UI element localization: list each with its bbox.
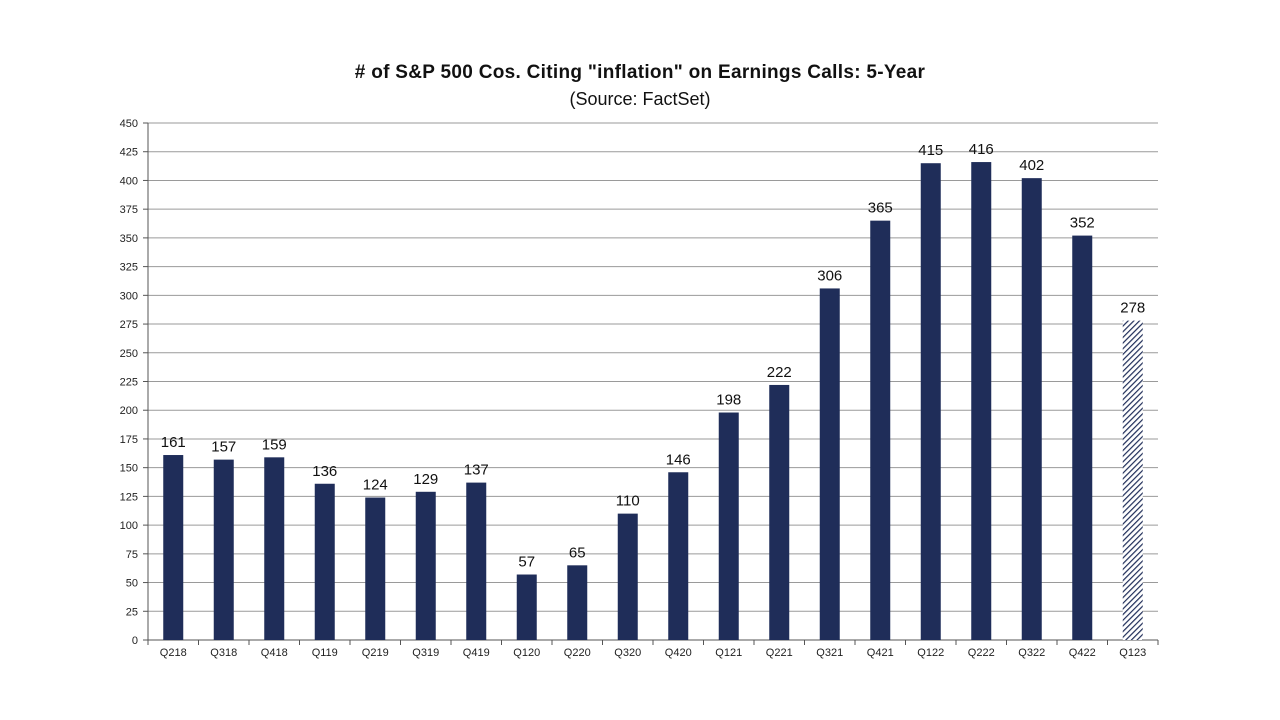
x-tick-label: Q219 (362, 647, 389, 659)
bar-Q421 (870, 220, 891, 640)
bar-Q222 (971, 162, 992, 640)
x-tick-label: Q319 (412, 647, 439, 659)
axes: 0 25 50 75 100 125 150 175 200 225 250 275 300 325 350… (120, 118, 1159, 659)
x-tick-label: Q320 (614, 647, 641, 659)
data-label: 146 (666, 451, 691, 468)
y-tick-label: 275 (120, 319, 138, 331)
bar-Q422 (1072, 235, 1093, 640)
bar-Q320 (617, 513, 638, 640)
bar-Q221 (769, 384, 790, 640)
x-tick-label: Q422 (1069, 647, 1096, 659)
data-label: 157 (211, 439, 236, 456)
bar-Q122 (920, 163, 941, 640)
data-label: 198 (716, 392, 741, 409)
data-label: 137 (464, 462, 489, 479)
y-tick-label: 450 (120, 118, 138, 130)
y-tick-label: 425 (120, 147, 138, 159)
bar-Q120 (516, 574, 537, 640)
bar-Q119 (314, 483, 335, 640)
bar-Q419 (466, 482, 487, 640)
y-tick-label: 100 (120, 520, 138, 532)
bar-Q218 (163, 455, 184, 640)
data-label: 159 (262, 436, 287, 453)
data-label: 352 (1070, 215, 1095, 232)
data-label: 136 (312, 463, 337, 480)
x-tick-label: Q122 (917, 647, 944, 659)
data-label: 222 (767, 364, 792, 381)
x-tick-label: Q322 (1018, 647, 1045, 659)
x-tick-label: Q419 (463, 647, 490, 659)
data-label: 415 (918, 142, 943, 159)
x-tick-label: Q221 (766, 647, 793, 659)
data-label: 161 (161, 434, 186, 451)
chart-title: # of S&P 500 Cos. Citing "inflation" on … (354, 62, 926, 83)
x-tick-label: Q121 (715, 647, 742, 659)
bar-Q420 (668, 472, 689, 640)
y-tick-label: 375 (120, 204, 138, 216)
data-label: 306 (817, 267, 842, 284)
y-tick-label: 150 (120, 463, 138, 475)
bar-Q319 (415, 491, 436, 640)
y-tick-label: 300 (120, 290, 138, 302)
bar-Q318 (213, 459, 234, 640)
x-tick-label: Q220 (564, 647, 591, 659)
y-tick-label: 0 (132, 635, 138, 647)
x-tick-label: Q318 (210, 647, 237, 659)
x-tick-label: Q321 (816, 647, 843, 659)
bar-Q121 (718, 412, 739, 640)
y-tick-label: 75 (126, 549, 138, 561)
y-tick-label: 175 (120, 434, 138, 446)
data-label: 416 (969, 141, 994, 158)
bar-Q322 (1021, 178, 1042, 640)
y-tick-label: 350 (120, 233, 138, 245)
y-tick-label: 400 (120, 175, 138, 187)
y-tick-label: 200 (120, 405, 138, 417)
data-label: 124 (363, 477, 388, 494)
chart-subtitle: (Source: FactSet) (569, 89, 711, 109)
x-tick-label: Q119 (312, 647, 338, 659)
y-tick-label: 225 (120, 377, 138, 389)
y-tick-label: 325 (120, 262, 138, 274)
bar-Q418 (264, 457, 285, 640)
bars (163, 162, 1143, 640)
bar-Q219 (365, 497, 386, 640)
gridlines (148, 122, 1158, 612)
data-label: 402 (1019, 157, 1044, 174)
y-tick-label: 250 (120, 348, 138, 360)
bar-Q123 (1122, 320, 1143, 640)
bar-Q321 (819, 288, 840, 640)
data-label: 110 (616, 493, 640, 510)
x-tick-label: Q420 (665, 647, 692, 659)
data-label: 365 (868, 200, 893, 217)
y-tick-label: 125 (120, 491, 138, 503)
x-tick-label: Q222 (968, 647, 995, 659)
data-label: 57 (518, 554, 535, 571)
x-tick-label: Q418 (261, 647, 288, 659)
x-tick-label: Q120 (513, 647, 540, 659)
data-label: 129 (413, 471, 438, 488)
data-label: 278 (1120, 300, 1145, 317)
x-tick-label: Q421 (867, 647, 894, 659)
data-label: 65 (569, 544, 586, 561)
x-tick-label: Q123 (1119, 647, 1146, 659)
y-tick-label: 50 (126, 578, 138, 590)
bar-Q220 (567, 565, 588, 640)
y-tick-label: 25 (126, 606, 138, 618)
x-tick-label: Q218 (160, 647, 187, 659)
data-labels: 161 157 159 136 124 129 137 57 65 110 146 198 222 306… (161, 141, 1146, 570)
